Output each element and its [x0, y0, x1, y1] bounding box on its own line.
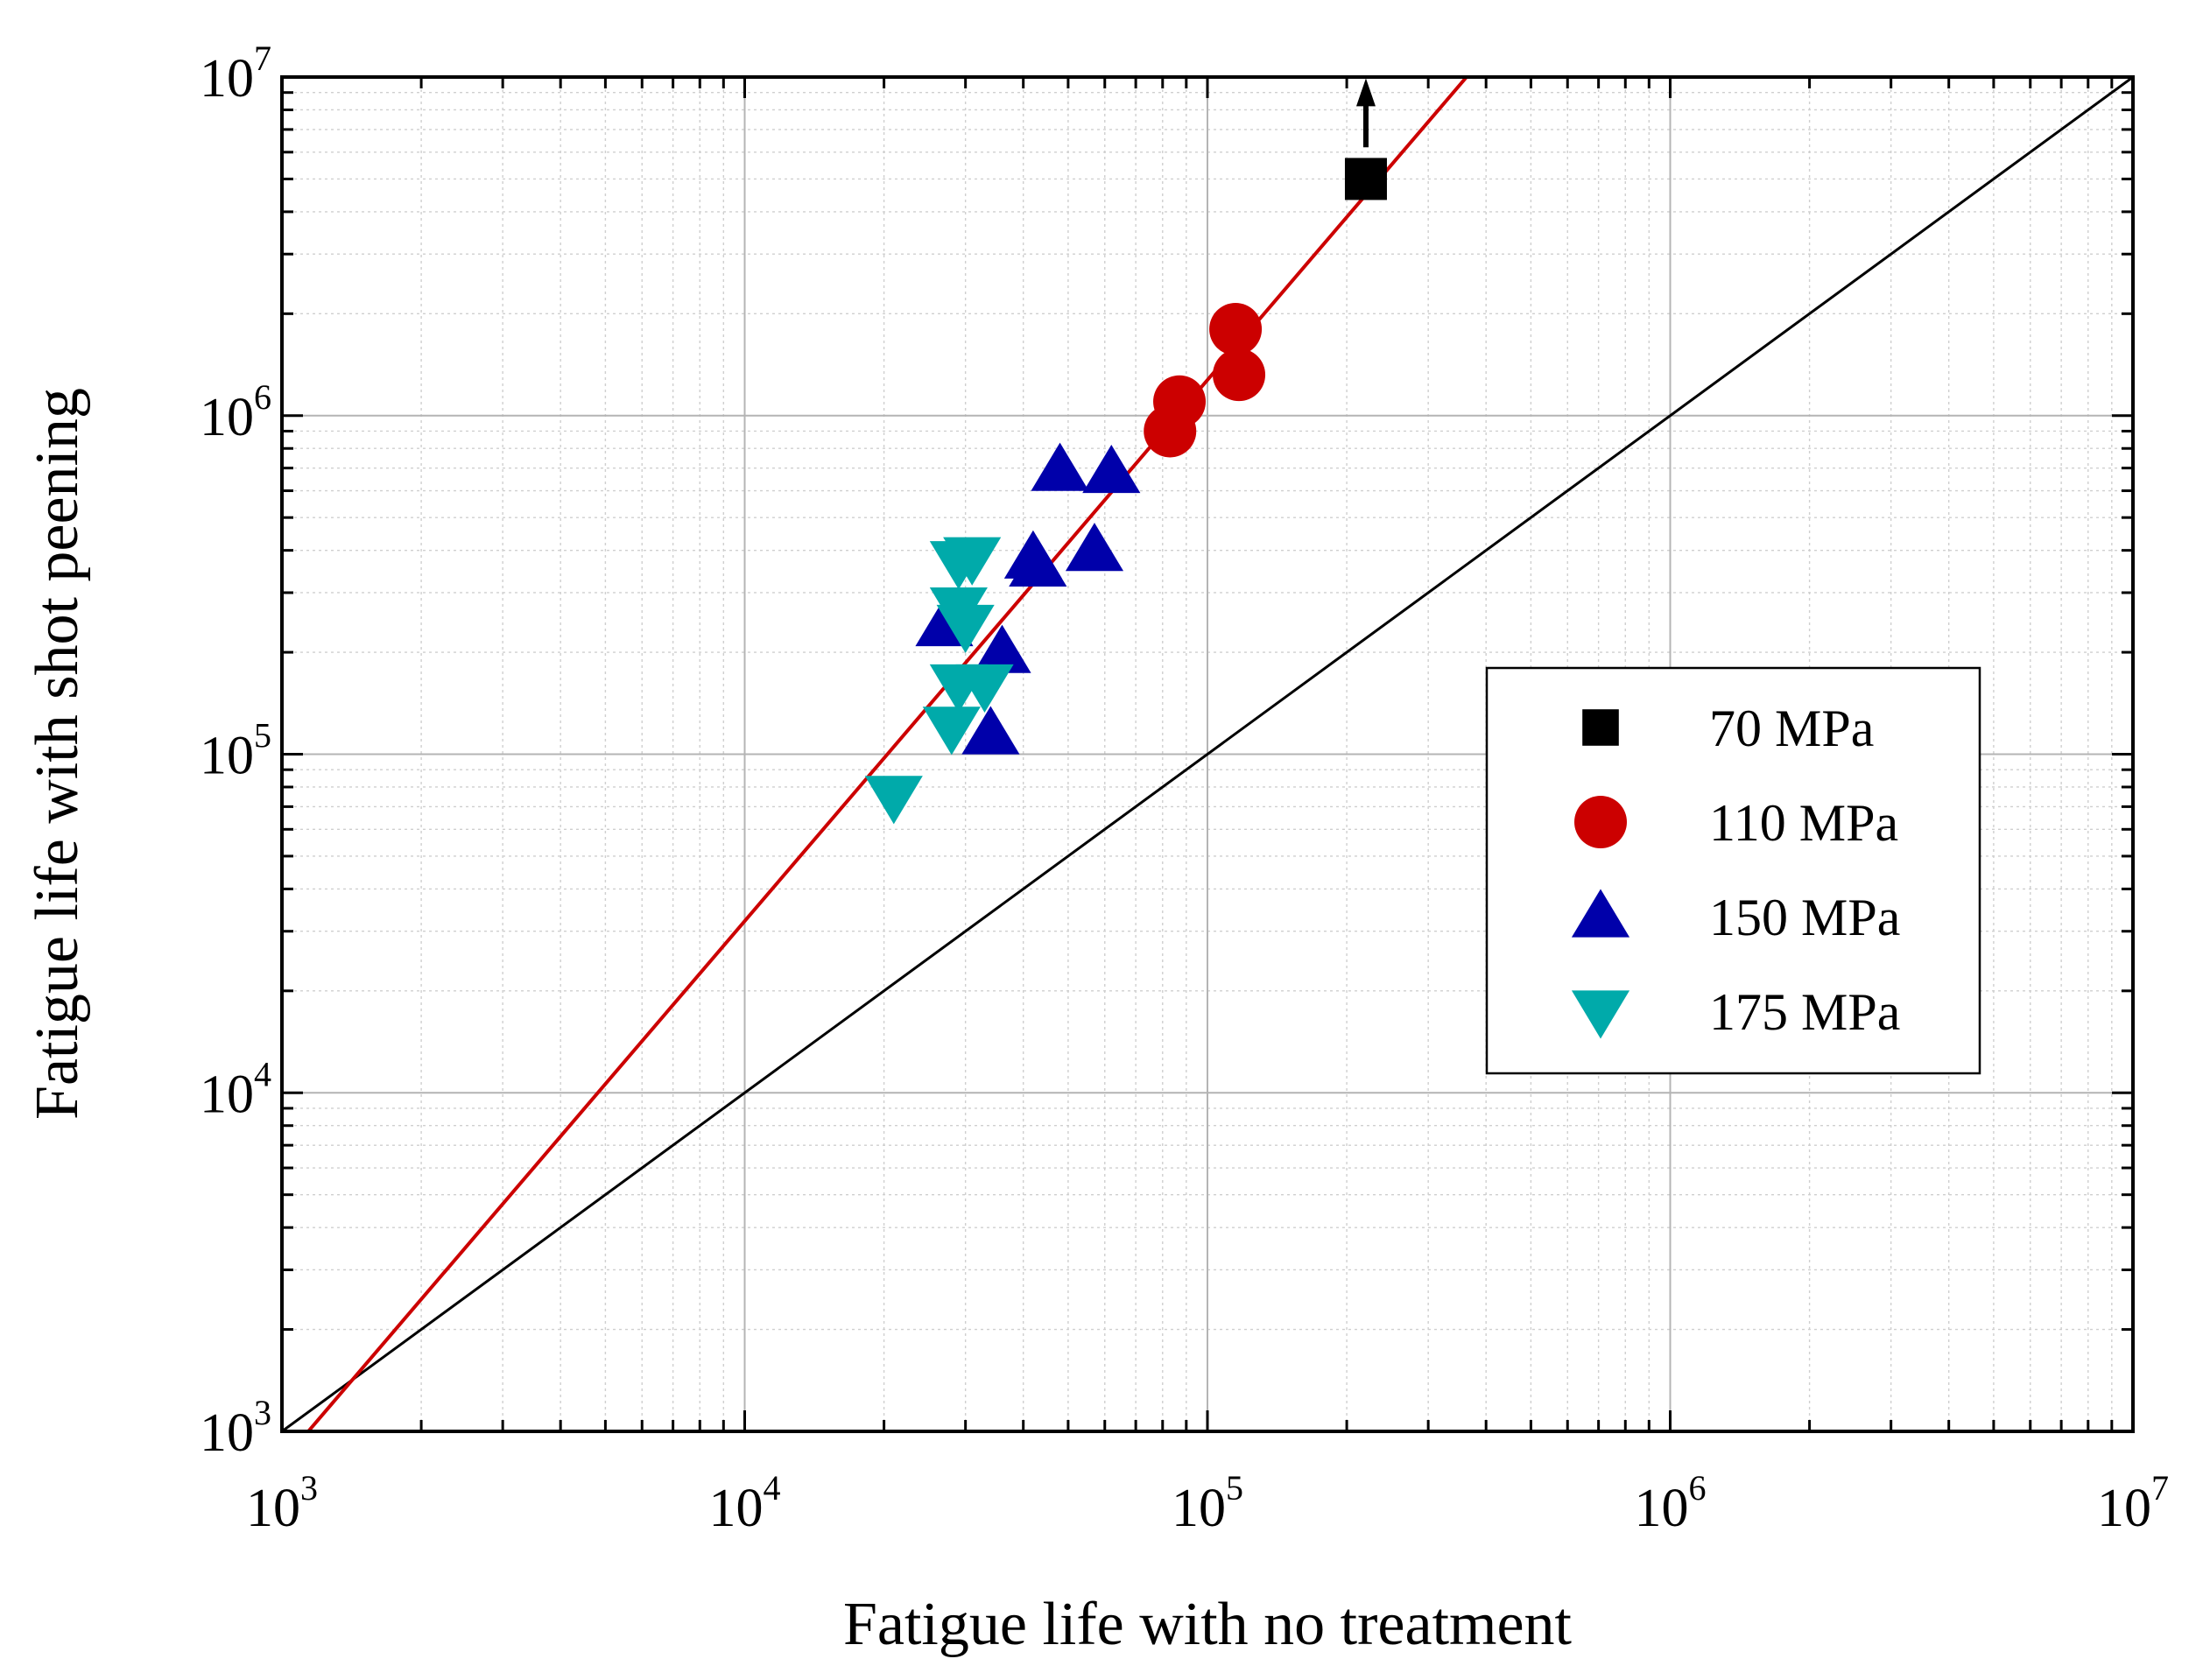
- data-point: [1082, 445, 1141, 494]
- legend-item: 70 MPa: [1582, 699, 1874, 757]
- x-tick-label: 106: [1635, 1468, 1707, 1538]
- legend-frame: [1485, 666, 1981, 1075]
- axis-ticks: [280, 75, 2135, 1433]
- reference-lines: [282, 77, 2133, 1431]
- identity-line: [282, 77, 2133, 1431]
- data-point: [961, 706, 1020, 755]
- data-point: [1213, 348, 1266, 402]
- legend-marker: [1574, 796, 1627, 848]
- legend-label: 150 MPa: [1709, 889, 1900, 946]
- runout-arrow-head: [1355, 78, 1376, 107]
- y-tick-label: 104: [200, 1054, 271, 1124]
- data-point: [936, 604, 995, 653]
- y-tick-label: 106: [200, 377, 271, 447]
- data-point: [1009, 538, 1067, 587]
- data-point: [955, 664, 1014, 713]
- legend-item: 110 MPa: [1574, 794, 1898, 852]
- legend-marker: [1571, 889, 1630, 938]
- data-point: [973, 624, 1031, 673]
- legend-label: 175 MPa: [1709, 983, 1900, 1041]
- y-tick-label: 107: [200, 39, 271, 109]
- y-tick-label: 103: [200, 1393, 271, 1463]
- annotations: [1355, 78, 1376, 148]
- y-tick-labels: 103 104 105 106 107: [200, 39, 271, 1463]
- data-point: [1153, 375, 1207, 428]
- legend-label: 110 MPa: [1709, 794, 1898, 852]
- data-point: [864, 776, 923, 825]
- legend-item: 150 MPa: [1571, 889, 1900, 946]
- data-point: [1031, 442, 1089, 491]
- x-axis-title: Fatigue life with no treatment: [843, 1591, 1573, 1658]
- y-tick-label: 105: [200, 716, 271, 786]
- data-point: [1344, 158, 1387, 200]
- legend-label: 70 MPa: [1709, 699, 1874, 757]
- data-point: [1065, 523, 1124, 572]
- legend: 70 MPa 110 MPa 150 MPa 175 MPa: [1485, 666, 1981, 1075]
- x-tick-labels: 103 104 105 106 107: [246, 1468, 2169, 1538]
- data-point: [943, 537, 1002, 586]
- y-axis-title: Fatigue life with shot peening: [24, 388, 91, 1120]
- x-tick-label: 103: [246, 1468, 318, 1538]
- x-tick-label: 105: [1172, 1468, 1243, 1538]
- x-tick-label: 104: [709, 1468, 781, 1538]
- legend-marker: [1571, 990, 1630, 1039]
- data-point: [1209, 303, 1263, 356]
- x-tick-label: 107: [2097, 1468, 2169, 1538]
- data-markers: [864, 158, 1387, 825]
- fit-line: [306, 77, 1468, 1431]
- legend-item: 175 MPa: [1571, 983, 1900, 1041]
- legend-marker: [1582, 709, 1619, 746]
- data-point: [922, 706, 981, 756]
